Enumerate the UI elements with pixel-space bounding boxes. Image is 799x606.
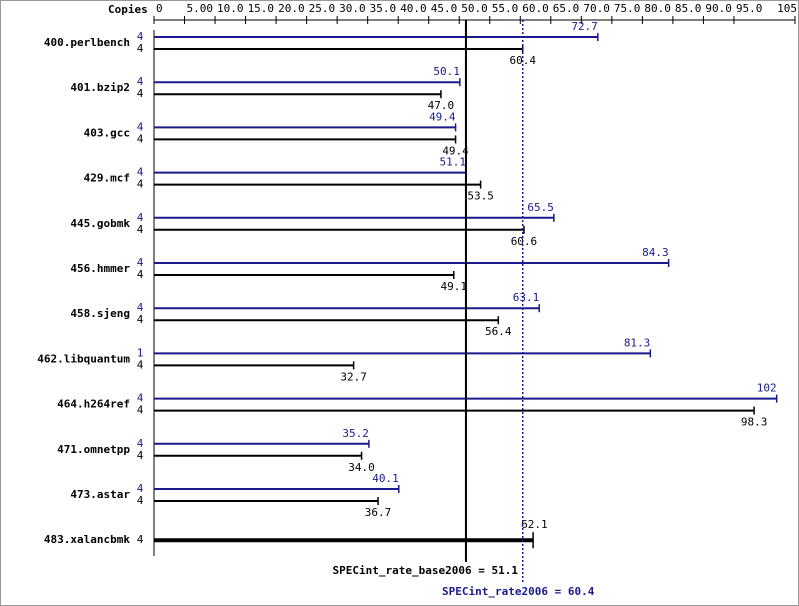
value-label: 102: [757, 382, 777, 395]
copies-header: Copies: [108, 3, 148, 16]
benchmark-label: 403.gcc: [84, 126, 130, 139]
value-label: 84.3: [642, 246, 669, 259]
value-label: 32.7: [340, 370, 367, 383]
x-tick-label: 30.0: [339, 2, 366, 15]
value-label: 51.1: [439, 156, 466, 169]
value-label: 40.1: [372, 472, 399, 485]
x-tick-label: 45.0: [431, 2, 458, 15]
x-tick-label: 35.0: [370, 2, 397, 15]
x-tick-label: 65.0: [553, 2, 580, 15]
copies-label: 4: [137, 437, 144, 450]
x-tick-label: 55.0: [492, 2, 519, 15]
base-summary: SPECint_rate_base2006 = 51.1: [333, 564, 519, 577]
copies-label: 4: [137, 120, 144, 133]
copies-label: 4: [137, 223, 144, 236]
benchmark-label: 429.mcf: [84, 172, 130, 185]
value-label: 49.1: [440, 280, 467, 293]
benchmark-label: 456.hmmer: [70, 262, 130, 275]
copies-label: 4: [137, 392, 144, 405]
value-label: 65.5: [527, 201, 554, 214]
value-label: 36.7: [365, 506, 392, 519]
x-tick-label: 75.0: [614, 2, 641, 15]
x-tick-label: 5.00: [187, 2, 214, 15]
copies-label: 4: [137, 313, 144, 326]
benchmark-label: 464.h264ref: [57, 398, 130, 411]
copies-label: 4: [137, 301, 144, 314]
value-label: 60.6: [511, 235, 538, 248]
value-label: 50.1: [433, 65, 460, 78]
copies-label: 1: [137, 346, 144, 359]
copies-label: 4: [137, 178, 144, 191]
x-tick-label: 105: [777, 2, 797, 15]
benchmark-label: 400.perlbench: [44, 36, 130, 49]
copies-label: 4: [137, 256, 144, 269]
summary-value: 51.1: [492, 564, 519, 577]
x-tick-label: 85.0: [675, 2, 702, 15]
copies-label: 4: [137, 166, 144, 179]
value-label: 49.4: [442, 144, 469, 157]
copies-label: 4: [137, 75, 144, 88]
summary-value: 60.4: [568, 585, 595, 598]
value-label: 98.3: [741, 416, 768, 429]
copies-label: 4: [137, 30, 144, 43]
x-tick-label: 90.0: [705, 2, 732, 15]
value-label: 72.7: [571, 20, 598, 33]
x-tick-label: 50.0: [461, 2, 488, 15]
copies-label: 4: [137, 42, 144, 55]
benchmark-label: 445.gobmk: [70, 217, 130, 230]
summary-label: SPECint_rate2006 =: [442, 585, 562, 598]
x-tick-label: 25.0: [309, 2, 336, 15]
value-label: 47.0: [428, 99, 455, 112]
x-tick-label: 0: [156, 2, 163, 15]
x-tick-label: 10.0: [217, 2, 244, 15]
summary-label: SPECint_rate_base2006 =: [333, 564, 486, 577]
value-label: 63.1: [513, 291, 540, 304]
value-label: 35.2: [342, 427, 369, 440]
value-label: 34.0: [348, 461, 375, 474]
copies-label: 4: [137, 132, 144, 145]
copies-label: 4: [137, 404, 144, 417]
benchmark-label: 471.omnetpp: [57, 443, 130, 456]
benchmark-label: 473.astar: [70, 488, 130, 501]
x-tick-label: 95.0: [736, 2, 763, 15]
x-tick-label: 60.0: [522, 2, 549, 15]
copies-label: 4: [137, 494, 144, 507]
x-tick-label: 20.0: [278, 2, 305, 15]
copies-label: 4: [137, 358, 144, 371]
x-tick-label: 70.0: [583, 2, 610, 15]
peak-summary: SPECint_rate2006 = 60.4: [442, 585, 595, 598]
benchmark-label: 458.sjeng: [70, 307, 130, 320]
copies-label: 4: [137, 533, 144, 546]
copies-label: 4: [137, 87, 144, 100]
x-tick-label: 80.0: [644, 2, 671, 15]
value-label: 49.4: [429, 110, 456, 123]
copies-label: 4: [137, 482, 144, 495]
benchmark-label: 462.libquantum: [37, 352, 130, 365]
copies-label: 4: [137, 268, 144, 281]
benchmark-label: 483.xalancbmk: [44, 533, 130, 546]
copies-label: 4: [137, 449, 144, 462]
value-label: 53.5: [467, 190, 494, 203]
value-label: 56.4: [485, 325, 512, 338]
x-tick-label: 15.0: [248, 2, 274, 15]
value-label: 81.3: [624, 336, 651, 349]
x-tick-label: 40.0: [400, 2, 427, 15]
copies-label: 4: [137, 211, 144, 224]
benchmark-label: 401.bzip2: [70, 81, 130, 94]
value-label: 62.1: [521, 518, 548, 531]
